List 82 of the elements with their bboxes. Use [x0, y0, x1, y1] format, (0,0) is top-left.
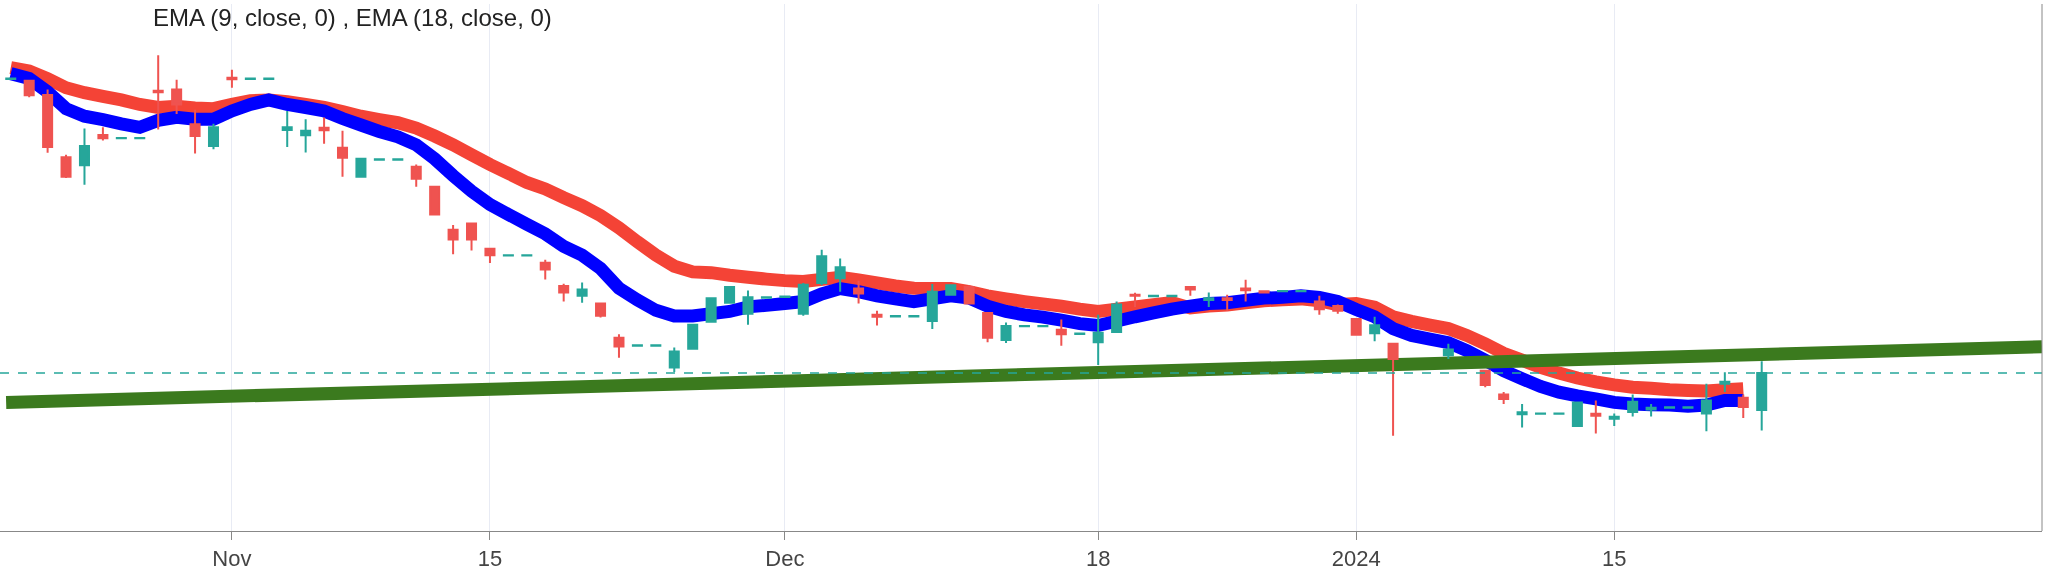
candlestick	[631, 343, 643, 348]
x-tick-label: 15	[1602, 546, 1627, 572]
candlestick	[429, 185, 441, 217]
candlestick	[1590, 399, 1602, 435]
candlestick	[484, 247, 496, 265]
candlestick	[23, 78, 35, 99]
candlestick	[1571, 401, 1583, 428]
candlestick	[853, 279, 865, 305]
candlestick	[189, 108, 201, 155]
candlestick	[1479, 369, 1491, 389]
candlestick	[207, 122, 220, 151]
candlestick	[392, 157, 404, 162]
candlestick	[1700, 382, 1712, 433]
candlestick	[1682, 405, 1694, 410]
candlestick	[1442, 342, 1454, 361]
candlestick	[1719, 371, 1731, 394]
candlestick	[1332, 303, 1344, 315]
candlestick	[687, 323, 699, 351]
candlestick	[834, 257, 846, 293]
candlestick	[318, 116, 330, 145]
candlestick	[595, 302, 607, 319]
x-tick-label: Nov	[212, 546, 252, 572]
candlestick	[650, 343, 662, 348]
candlestick	[1221, 293, 1233, 312]
candlestick	[373, 157, 385, 162]
candlestick	[1664, 405, 1676, 410]
candlestick	[1129, 291, 1141, 308]
candlestick	[1203, 291, 1215, 308]
candlestick	[558, 282, 570, 303]
candlestick	[60, 153, 72, 179]
candlestick	[945, 283, 957, 297]
candlestick	[466, 222, 478, 252]
candlestick	[152, 54, 164, 131]
candlestick	[705, 296, 717, 324]
candlestick	[355, 157, 367, 179]
x-tick-label: 15	[477, 546, 503, 572]
candlestick	[742, 289, 754, 326]
candlestick	[1350, 317, 1362, 337]
candlestick	[1369, 315, 1381, 343]
x-tick-label: Dec	[765, 546, 805, 572]
candlestick	[576, 281, 588, 304]
candlestick	[871, 309, 883, 327]
candlestick	[539, 258, 551, 281]
x-tick-label: 18	[1085, 546, 1111, 572]
candlestick	[1608, 412, 1620, 427]
candlestick	[226, 68, 238, 89]
candlestick	[963, 284, 975, 305]
candlestick	[281, 109, 293, 149]
x-tick-label: 2024	[1331, 546, 1381, 572]
candlestick	[1000, 321, 1012, 345]
candlestick	[1627, 393, 1639, 418]
candlestick	[724, 285, 736, 305]
candlestick	[926, 283, 938, 330]
candlestick	[42, 88, 54, 154]
candlestick	[410, 163, 422, 188]
chart-title: EMA (9, close, 0) , EMA (18, close, 0)	[153, 4, 552, 32]
candlestick	[300, 118, 312, 154]
candlestick	[1553, 412, 1565, 416]
candlestick	[816, 248, 828, 287]
candlestick	[1240, 278, 1252, 303]
candlestick	[78, 127, 90, 186]
candlestick	[97, 126, 109, 142]
candlestick	[171, 78, 183, 115]
candlestick	[982, 311, 994, 344]
candlestick	[1313, 294, 1325, 316]
candlestick	[613, 333, 625, 359]
candlestick	[1092, 313, 1104, 367]
candlestick	[1535, 412, 1547, 416]
candlestick	[1645, 402, 1657, 418]
candlestick	[1498, 391, 1510, 405]
candlestick	[1055, 318, 1067, 347]
candlestick	[521, 253, 533, 257]
candlestick	[1516, 402, 1528, 429]
candlestick	[1184, 285, 1196, 297]
candlestick	[502, 253, 514, 257]
candlestick	[760, 295, 772, 300]
candlestick	[1111, 300, 1123, 334]
candlestick	[447, 224, 459, 256]
candlestick	[1737, 393, 1749, 419]
candlestick	[797, 281, 809, 317]
candlestick	[336, 129, 349, 178]
candlestick	[1387, 342, 1399, 437]
